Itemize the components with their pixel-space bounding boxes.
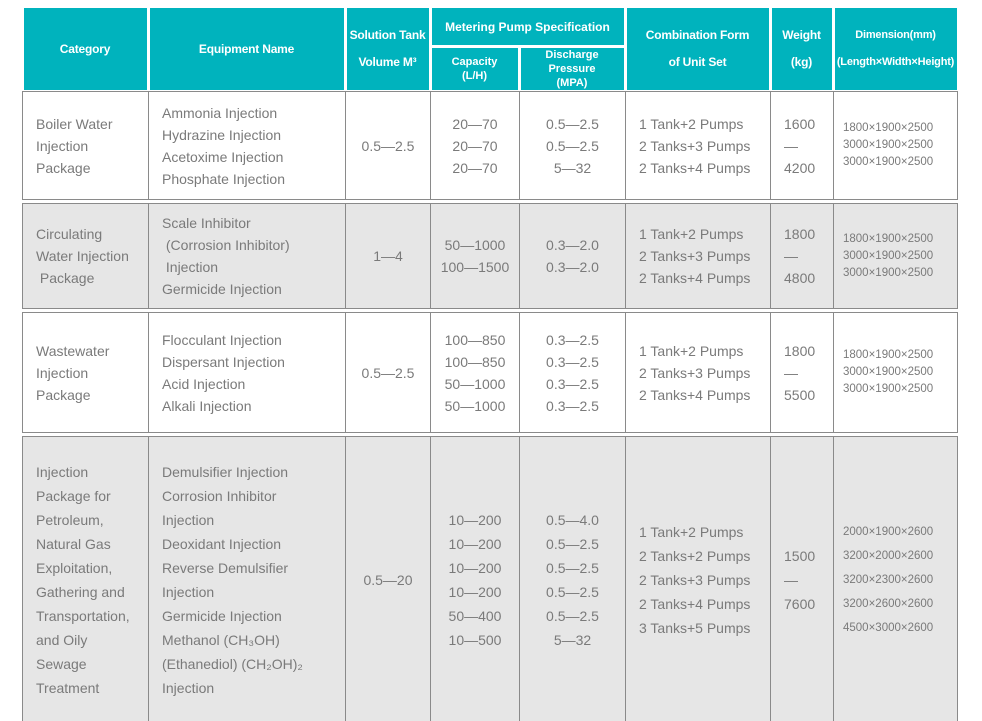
cell-tank-volume: 0.5—2.5 [346, 92, 431, 199]
table-header-row: Category Equipment Name Solution Tank Vo… [22, 8, 958, 90]
cell-combination-form: 1 Tank+2 Pumps 2 Tanks+3 Pumps 2 Tanks+4… [626, 313, 771, 432]
header-metering-pump-subrow: Capacity (L/H) Discharge Pressure (MPA) [431, 48, 624, 90]
cell-combination-form: 1 Tank+2 Pumps 2 Tanks+2 Pumps 2 Tanks+3… [626, 437, 771, 721]
cell-tank-volume: 0.5—20 [346, 437, 431, 721]
table-row-petroleum: Injection Package for Petroleum, Natural… [22, 436, 958, 721]
cell-capacity: 50—1000 100—1500 [431, 204, 520, 308]
cell-capacity: 100—850 100—850 50—1000 50—1000 [431, 313, 520, 432]
cell-dimension: 1800×1900×2500 3000×1900×2500 3000×1900×… [843, 349, 934, 395]
cell-weight: 1800— 5500 [771, 313, 834, 432]
cell-category: Injection Package for Petroleum, Natural… [23, 437, 149, 721]
cell-weight: 1600— 4200 [771, 92, 834, 199]
table-row-wastewater: Wastewater Injection Package Flocculant … [22, 312, 958, 433]
cell-dimension: 1800×1900×2500 3000×1900×2500 3000×1900×… [843, 232, 934, 279]
cell-weight: 1500— 7600 [771, 437, 834, 721]
cell-category: Wastewater Injection Package [23, 313, 149, 432]
cell-dimension: 2000×1900×2600 3200×2000×2600 3200×2300×… [843, 526, 934, 634]
cell-category: Boiler Water Injection Package [23, 92, 149, 199]
cell-discharge-pressure: 0.5—4.0 0.5—2.5 0.5—2.5 0.5—2.5 0.5—2.5 … [520, 437, 626, 721]
header-solution-tank-volume: Solution Tank Volume M³ [346, 8, 429, 90]
equipment-spec-table: Category Equipment Name Solution Tank Vo… [22, 8, 958, 721]
cell-tank-volume: 1—4 [346, 204, 431, 308]
cell-equipment-name: Ammonia Injection Hydrazine Injection Ac… [149, 92, 346, 199]
cell-equipment-name: Demulsifier Injection Corrosion Inhibito… [149, 437, 346, 721]
cell-capacity: 10—200 10—200 10—200 10—200 50—400 10—50… [431, 437, 520, 721]
header-equipment-name: Equipment Name [149, 8, 344, 90]
cell-category: Circulating Water Injection Package [23, 204, 149, 308]
cell-discharge-pressure: 0.3—2.0 0.3—2.0 [520, 204, 626, 308]
header-discharge-pressure: Discharge Pressure (MPA) [520, 48, 624, 90]
table-row-circulating-water: Circulating Water Injection Package Scal… [22, 203, 958, 309]
header-category: Category [23, 8, 147, 90]
cell-dimension: 1800×1900×2500 3000×1900×2500 3000×1900×… [843, 122, 934, 168]
cell-weight: 1800— 4800 [771, 204, 834, 308]
cell-equipment-name: Flocculant Injection Dispersant Injectio… [149, 313, 346, 432]
header-metering-pump-group: Metering Pump Specification Capacity (L/… [431, 8, 624, 90]
cell-combination-form: 1 Tank+2 Pumps 2 Tanks+3 Pumps 2 Tanks+4… [626, 92, 771, 199]
cell-discharge-pressure: 0.5—2.5 0.5—2.5 5—32 [520, 92, 626, 199]
header-dimension: Dimension(mm) (Length×Width×Height) [834, 8, 957, 90]
header-weight: Weight (kg) [771, 8, 832, 90]
cell-combination-form: 1 Tank+2 Pumps 2 Tanks+3 Pumps 2 Tanks+4… [626, 204, 771, 308]
cell-equipment-name: Scale Inhibitor (Corrosion Inhibitor) In… [149, 204, 346, 308]
header-metering-pump-specification: Metering Pump Specification [431, 8, 624, 45]
cell-tank-volume: 0.5—2.5 [346, 313, 431, 432]
header-capacity: Capacity (L/H) [431, 48, 518, 90]
header-combination-form: Combination Form of Unit Set [626, 8, 769, 90]
table-row-boiler-water: Boiler Water Injection Package Ammonia I… [22, 91, 958, 200]
cell-discharge-pressure: 0.3—2.5 0.3—2.5 0.3—2.5 0.3—2.5 [520, 313, 626, 432]
cell-capacity: 20—70 20—70 20—70 [431, 92, 520, 199]
